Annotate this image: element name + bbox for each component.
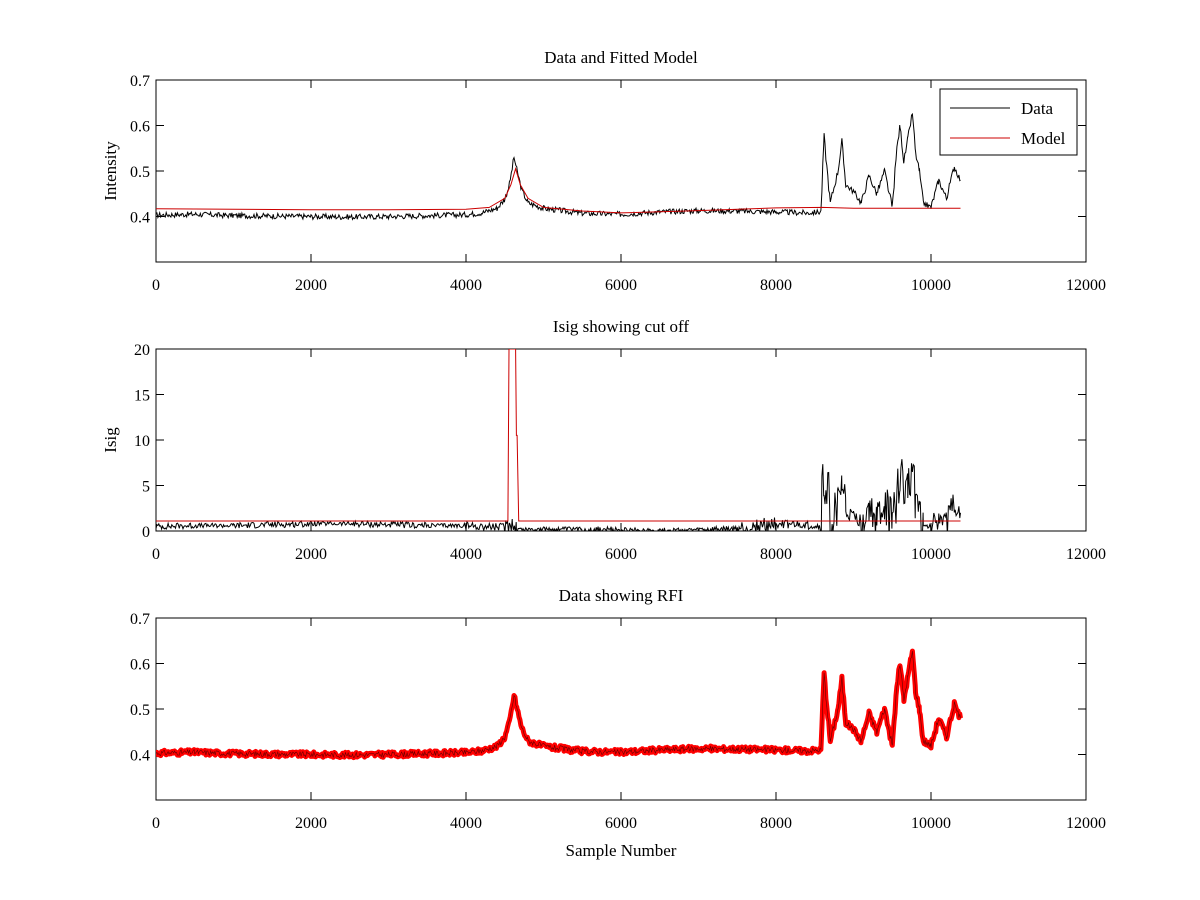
legend-label: Data bbox=[1021, 99, 1054, 118]
legend-box bbox=[939, 88, 1078, 156]
x-tick-label: 2000 bbox=[295, 546, 327, 563]
x-tick-label: 6000 bbox=[605, 815, 637, 832]
y-axis-label: Intensity bbox=[101, 141, 120, 201]
y-axis-label: Isig bbox=[101, 427, 120, 453]
x-axis-label: Sample Number bbox=[566, 841, 677, 860]
x-tick-label: 4000 bbox=[450, 815, 482, 832]
y-tick-label: 5 bbox=[142, 479, 150, 496]
x-tick-label: 0 bbox=[152, 546, 160, 563]
panel-3: 0 2000 4000 6000 8000 10000 12000 0.4 0.5 0.6 0.7 D… bbox=[130, 586, 1106, 860]
x-tick-label: 0 bbox=[152, 815, 160, 832]
x-tick-label: 10000 bbox=[911, 546, 951, 563]
series-line-1 bbox=[156, 349, 961, 522]
y-tick-label: 0.4 bbox=[130, 210, 150, 227]
y-tick-label: 0.6 bbox=[130, 119, 150, 136]
panel-2: 0 2000 4000 6000 8000 10000 12000 0 5 10 15 20 Isig … bbox=[101, 317, 1106, 563]
y-tick-label: 0.5 bbox=[130, 164, 150, 181]
y-tick-label: 0.7 bbox=[130, 611, 150, 628]
panel-title: Data and Fitted Model bbox=[544, 48, 698, 67]
x-tick-label: 6000 bbox=[605, 546, 637, 563]
plot-area bbox=[155, 79, 1087, 263]
x-tick-label: 12000 bbox=[1066, 546, 1106, 563]
x-tick-label: 10000 bbox=[911, 815, 951, 832]
x-tick-label: 12000 bbox=[1066, 815, 1106, 832]
x-tick-label: 4000 bbox=[450, 546, 482, 563]
legend-label: Model bbox=[1021, 129, 1066, 148]
legend: Data Model bbox=[939, 88, 1078, 156]
plot-area bbox=[155, 617, 1087, 801]
panel-title: Data showing RFI bbox=[559, 586, 684, 605]
series-line-0 bbox=[156, 459, 961, 531]
y-tick-label: 10 bbox=[134, 433, 150, 450]
y-tick-label: 0.5 bbox=[130, 702, 150, 719]
x-tick-label: 6000 bbox=[605, 277, 637, 294]
series-line bbox=[156, 651, 961, 759]
x-tick-label: 2000 bbox=[295, 277, 327, 294]
x-tick-label: 8000 bbox=[760, 277, 792, 294]
y-tick-label: 0.4 bbox=[130, 748, 150, 765]
x-tick-label: 2000 bbox=[295, 815, 327, 832]
panel-title: Isig showing cut off bbox=[553, 317, 689, 336]
series-line-data bbox=[156, 112, 961, 221]
x-tick-label: 8000 bbox=[760, 546, 792, 563]
x-tick-label: 4000 bbox=[450, 277, 482, 294]
y-tick-label: 0.7 bbox=[130, 73, 150, 90]
panel-1: 0 2000 4000 6000 8000 10000 12000 0.4 0.5 0.6 0.7 D… bbox=[101, 48, 1106, 294]
series-line-model bbox=[156, 166, 961, 214]
y-tick-label: 20 bbox=[134, 342, 150, 359]
y-tick-label: 0.6 bbox=[130, 657, 150, 674]
x-tick-label: 8000 bbox=[760, 815, 792, 832]
x-tick-label: 0 bbox=[152, 277, 160, 294]
y-tick-label: 15 bbox=[134, 388, 150, 405]
x-tick-label: 12000 bbox=[1066, 277, 1106, 294]
y-tick-label: 0 bbox=[142, 524, 150, 541]
plot-area bbox=[155, 348, 1087, 532]
x-tick-label: 10000 bbox=[911, 277, 951, 294]
